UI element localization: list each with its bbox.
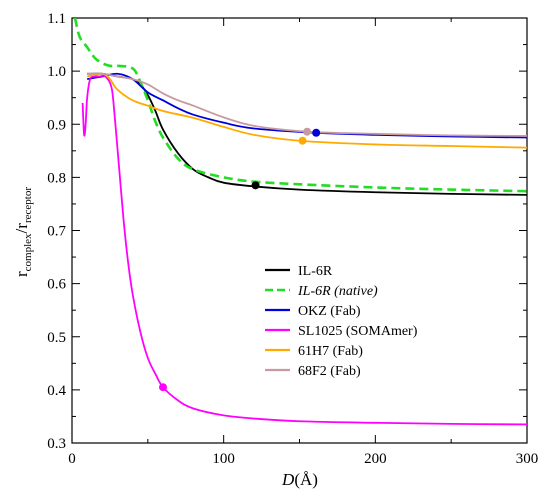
series-marker-61h7-fab [298,136,307,145]
axis-ticks: 0 100 200 300 0.3 0.4 0.5 0.6 0.7 0.8 0.9 1.0 1.1 [47,11,538,467]
x-tick-label: 200 [364,451,387,467]
y-axis-r-top: r [12,271,31,277]
y-tick-label: 0.3 [47,436,66,452]
legend: IL-6R IL-6R (native) OKZ (Fab) SL1025 (SOMA… [265,264,418,379]
legend-label-sl1025-somamer: SL1025 (SOMAmer) [298,324,418,339]
x-axis-title: D(Å) [281,470,318,489]
y-tick-label: 1.0 [47,64,66,80]
y-axis-slash: / [12,228,31,233]
series-marker-okz-fab [312,128,321,137]
series-line-okz-fab [87,72,527,139]
y-tick-label: 0.4 [47,383,66,399]
y-tick-label: 0.8 [47,170,66,186]
x-tick-label: 0 [68,451,76,467]
y-tick-label: 0.5 [47,330,66,346]
plot-series [73,18,527,426]
legend-label-il-6r: IL-6R [298,264,333,279]
y-tick-label: 0.9 [47,117,66,133]
legend-label-68f2-fab: 68F2 (Fab) [298,364,361,379]
series-marker-il-6r [251,181,260,190]
series-line-61h7-fab [86,72,527,149]
x-tick-label: 300 [516,451,539,467]
y-tick-label: 0.6 [47,277,66,293]
legend-label-il-6r-native: IL-6R (native) [297,284,378,299]
legend-label-61h7-fab: 61H7 (Fab) [298,344,363,359]
series-marker-68f2-fab [303,127,312,136]
legend-label-okz-fab: OKZ (Fab) [298,304,361,319]
x-axis-variable: D [281,470,295,489]
y-tick-label: 1.1 [47,11,66,27]
y-axis-r-bottom: r [12,223,31,229]
plot-markers [159,127,321,392]
series-marker-sl1025-somamer [159,383,167,392]
y-axis-sub-bottom: receptor [22,187,34,223]
series-line-68f2-fab [87,72,527,137]
x-tick-label: 100 [212,451,235,467]
series-line-il-6r-native [73,18,527,193]
y-axis-sub-top: complex [22,233,34,271]
x-axis-unit: (Å) [294,470,318,489]
series-line-sl1025-somamer [81,74,527,426]
y-axis-title: rcomplex/rreceptor [12,187,34,277]
y-tick-label: 0.7 [47,224,66,240]
